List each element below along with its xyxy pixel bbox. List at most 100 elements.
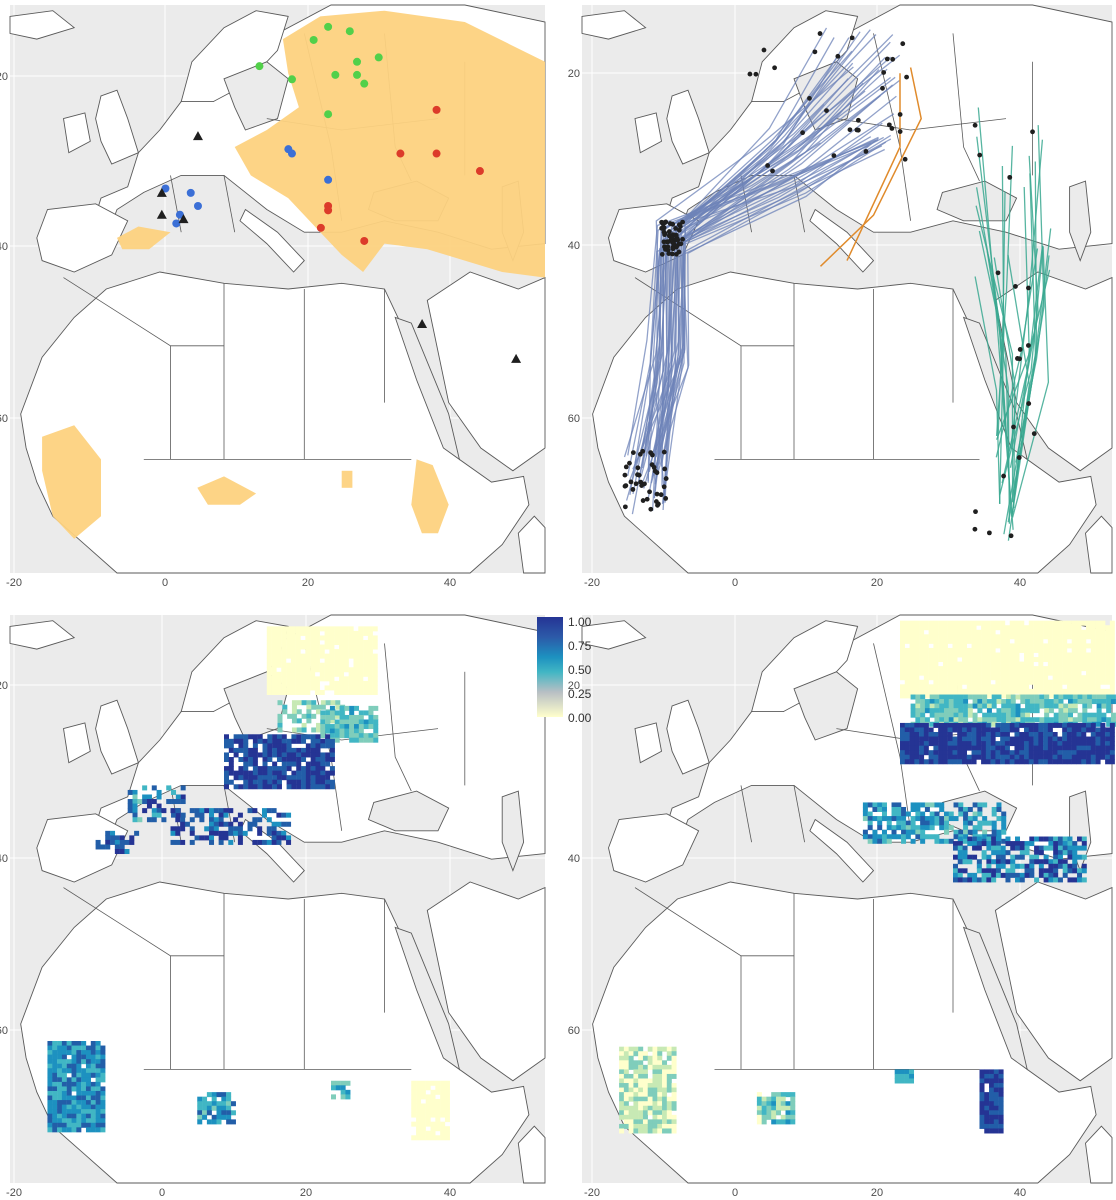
suitability-cell: [666, 1096, 672, 1102]
suitability-cell: [1081, 877, 1087, 883]
suitability-cell: [1072, 703, 1078, 709]
suitability-cell: [1039, 703, 1045, 709]
suitability-cell: [948, 811, 954, 817]
suitability-cell: [1066, 652, 1072, 658]
suitability-cell: [218, 830, 224, 836]
suitability-cell: [315, 761, 321, 767]
suitability-cell: [904, 754, 910, 760]
suitability-cell: [1066, 736, 1072, 742]
suitability-cell: [57, 1090, 63, 1096]
suitability-cell: [151, 808, 157, 814]
suitability-cell: [966, 727, 972, 733]
suitability-cell: [310, 752, 316, 758]
suitability-cell: [71, 1068, 77, 1074]
suitability-cell: [919, 652, 925, 658]
suitability-cell: [1053, 854, 1059, 860]
suitability-cell: [221, 1092, 227, 1098]
track-location-point: [640, 448, 646, 454]
suitability-cell: [444, 1094, 450, 1100]
suitability-cell: [1053, 877, 1059, 883]
suitability-cell: [771, 1119, 777, 1125]
water-caspian: [501, 790, 525, 872]
track-location-point: [675, 237, 681, 243]
suitability-cell: [976, 863, 982, 869]
suitability-cell: [1076, 670, 1082, 676]
suitability-cell: [358, 710, 364, 716]
suitability-cell: [267, 757, 273, 762]
suitability-cell: [1039, 717, 1045, 723]
suitability-cell: [1105, 759, 1111, 765]
green-breeding-point: [345, 27, 354, 36]
suitability-cell: [52, 1109, 58, 1115]
suitability-cell: [896, 811, 902, 817]
suitability-cell: [411, 1085, 417, 1091]
suitability-cell: [966, 675, 972, 681]
suitability-cell: [990, 647, 996, 653]
suitability-cell: [971, 629, 977, 635]
suitability-cell: [310, 626, 316, 632]
suitability-cell: [233, 734, 239, 740]
suitability-cell: [981, 679, 987, 685]
suitability-cell: [224, 779, 229, 785]
suitability-cell: [66, 1104, 72, 1110]
track-location-point: [904, 74, 909, 80]
suitability-cell: [440, 1108, 446, 1114]
suitability-cell: [368, 710, 374, 716]
suitability-cell: [996, 717, 1002, 723]
suitability-cell: [952, 643, 958, 649]
suitability-cell: [296, 734, 302, 740]
suitability-cell: [1000, 859, 1006, 865]
suitability-cell: [993, 1087, 999, 1093]
suitability-cell: [271, 821, 277, 827]
suitability-cell: [1038, 647, 1044, 653]
suitability-cell: [919, 688, 925, 694]
suitability-cell: [647, 1123, 653, 1129]
suitability-cell: [1081, 754, 1087, 760]
suitability-cell: [942, 684, 948, 690]
suitability-cell: [226, 1110, 232, 1116]
suitability-cell: [368, 714, 374, 720]
suitability-cell: [1057, 854, 1063, 860]
suitability-cell: [909, 722, 915, 728]
suitability-cell: [995, 634, 1001, 640]
suitability-cell: [334, 649, 340, 655]
land-scandinavia: [180, 10, 289, 103]
suitability-cell: [339, 733, 345, 739]
suitability-cell: [276, 644, 282, 650]
suitability-cell: [1038, 868, 1044, 874]
suitability-cell: [1000, 688, 1006, 694]
suitability-cell: [928, 732, 934, 738]
suitability-cell: [910, 829, 916, 835]
suitability-cell: [276, 626, 282, 632]
track-location-point: [977, 152, 983, 158]
suitability-cell: [81, 1045, 87, 1051]
blue-breeding-point: [175, 210, 184, 219]
suitability-cell: [310, 747, 316, 753]
suitability-cell: [296, 752, 302, 758]
suitability-cell: [197, 1110, 203, 1116]
suitability-cell: [296, 738, 302, 744]
suitability-cell: [1081, 759, 1087, 765]
suitability-cell: [1057, 661, 1063, 667]
suitability-cell: [339, 710, 345, 716]
suitability-cell: [981, 722, 987, 728]
suitability-cell: [343, 685, 349, 691]
suitability-cell: [1109, 666, 1115, 672]
x-tick-label: -20: [584, 577, 600, 589]
track-location-point: [659, 225, 665, 231]
suitability-cell: [223, 821, 229, 827]
eastern-migration-track: [999, 245, 1044, 496]
suitability-cell: [1086, 643, 1092, 649]
suitability-cell: [358, 667, 364, 673]
suitability-cell: [76, 1068, 82, 1074]
suitability-cell: [314, 626, 320, 632]
suitability-cell: [1072, 863, 1078, 869]
suitability-cell: [1029, 863, 1035, 869]
suitability-cell: [367, 689, 373, 695]
central-migration-track: [819, 67, 922, 267]
suitability-cell: [156, 812, 162, 818]
red-breeding-point: [324, 206, 333, 215]
suitability-cell: [995, 859, 1001, 865]
suitability-cell: [334, 724, 340, 730]
suitability-cell: [257, 734, 263, 740]
